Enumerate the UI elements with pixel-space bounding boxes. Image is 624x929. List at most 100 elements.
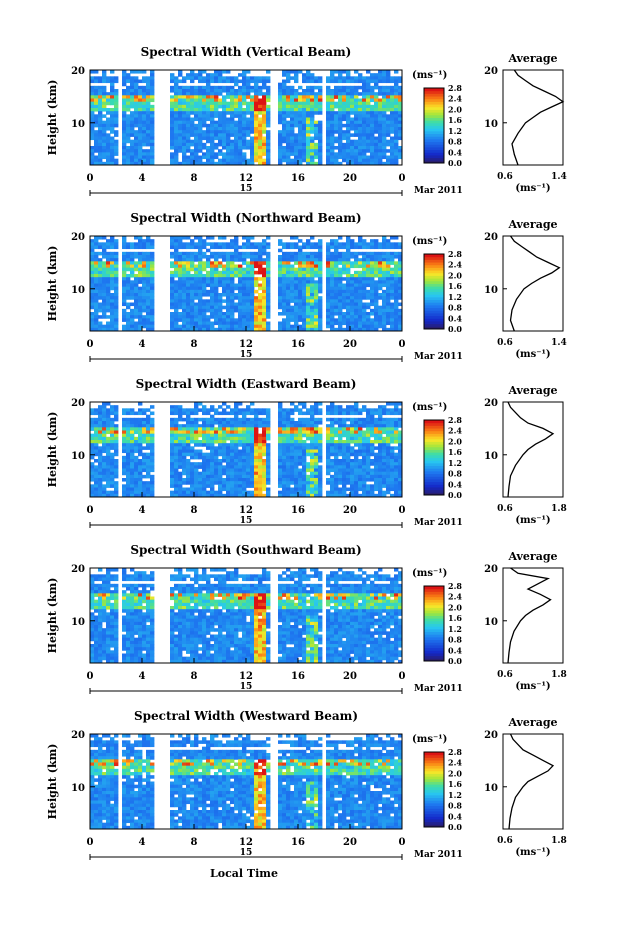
avg-y-tick-label: 10 bbox=[484, 783, 498, 794]
avg-x-tick-label: 0.6 bbox=[497, 504, 513, 514]
colorbar-cell bbox=[424, 468, 444, 472]
colorbar-tick-label: 1.6 bbox=[448, 779, 462, 789]
colorbar-cell bbox=[424, 773, 444, 777]
avg-unit-label: (ms⁻¹) bbox=[515, 349, 550, 360]
colorbar-cell bbox=[424, 422, 444, 426]
colorbar-cell bbox=[424, 639, 444, 643]
colorbar-cell bbox=[424, 262, 444, 266]
average-title: Average bbox=[507, 384, 557, 397]
avg-y-tick-label: 10 bbox=[484, 119, 498, 130]
avg-x-tick-label: 0.6 bbox=[497, 670, 513, 680]
average-profile-line bbox=[507, 401, 555, 498]
colorbar-unit: (ms⁻¹) bbox=[412, 236, 447, 247]
colorbar-tick-label: 0.4 bbox=[448, 147, 462, 157]
colorbar-cell bbox=[424, 307, 444, 311]
colorbar-tick-label: 0.4 bbox=[448, 811, 462, 821]
y-tick-label: 10 bbox=[71, 119, 85, 130]
colorbar-cell bbox=[424, 278, 444, 282]
colorbar-cell bbox=[424, 470, 444, 475]
colorbar-cell bbox=[424, 810, 444, 815]
average-frame bbox=[502, 235, 564, 332]
avg-unit-label: (ms⁻¹) bbox=[515, 847, 550, 858]
colorbar-cell bbox=[424, 752, 444, 756]
date-label: Mar 2011 bbox=[414, 352, 463, 362]
colorbar-cell bbox=[424, 784, 444, 788]
x-tick-label: 4 bbox=[139, 671, 146, 682]
x-tick-label: 0 bbox=[87, 671, 94, 682]
colorbar-cell bbox=[424, 757, 444, 761]
date-label: Mar 2011 bbox=[414, 518, 463, 528]
x-tick-label: 20 bbox=[343, 173, 357, 184]
average-frame bbox=[502, 733, 564, 830]
y-tick-label: 20 bbox=[71, 564, 85, 575]
colorbar-tick-label: 0.4 bbox=[448, 313, 462, 323]
avg-y-tick-label: 10 bbox=[484, 617, 498, 628]
colorbar-cell bbox=[424, 462, 444, 467]
colorbar-cell bbox=[424, 623, 444, 627]
colorbar-cell bbox=[424, 272, 444, 276]
colorbar-cell bbox=[424, 446, 444, 450]
colorbar-tick-label: 2.0 bbox=[448, 104, 462, 114]
colorbar-cell bbox=[424, 818, 444, 823]
colorbar-unit: (ms⁻¹) bbox=[412, 734, 447, 745]
colorbar-cell bbox=[424, 109, 444, 113]
average-profile-line bbox=[508, 733, 555, 830]
colorbar-tick-label: 2.8 bbox=[448, 415, 462, 425]
colorbar-cell bbox=[424, 433, 444, 437]
x-tick-label: 8 bbox=[191, 339, 198, 350]
colorbar-cell bbox=[424, 160, 444, 164]
x-tick-label: 16 bbox=[291, 671, 305, 682]
date-label: Mar 2011 bbox=[414, 684, 463, 694]
colorbar-cell bbox=[424, 326, 444, 330]
average-frame bbox=[502, 567, 564, 664]
day-label: 15 bbox=[240, 516, 253, 526]
colorbar-tick-label: 1.2 bbox=[448, 458, 462, 468]
colorbar-cell bbox=[424, 101, 444, 105]
day-label: 15 bbox=[240, 848, 253, 858]
x-tick-label: 0 bbox=[87, 339, 94, 350]
colorbar-cell bbox=[424, 133, 444, 137]
y-axis-label: Height (km) bbox=[46, 80, 59, 156]
colorbar-cell bbox=[424, 256, 444, 260]
x-tick-label: 8 bbox=[191, 671, 198, 682]
average-profile-line bbox=[507, 567, 552, 664]
colorbar-cell bbox=[424, 626, 444, 630]
colorbar-cell bbox=[424, 800, 444, 804]
colorbar-tick-label: 1.2 bbox=[448, 292, 462, 302]
colorbar-cell bbox=[424, 781, 444, 785]
colorbar-cell bbox=[424, 754, 444, 758]
y-axis-label: Height (km) bbox=[46, 744, 59, 820]
colorbar-frame bbox=[423, 253, 445, 330]
avg-y-tick-label: 20 bbox=[484, 730, 498, 741]
colorbar-tick-label: 1.2 bbox=[448, 126, 462, 136]
colorbar-cell bbox=[424, 768, 444, 772]
colorbar-cell bbox=[424, 120, 444, 124]
colorbar-tick-label: 2.8 bbox=[448, 83, 462, 93]
colorbar-cell bbox=[424, 88, 444, 92]
colorbar-cell bbox=[424, 312, 444, 317]
colorbar-cell bbox=[424, 588, 444, 592]
colorbar-cell bbox=[424, 802, 444, 807]
colorbar-cell bbox=[424, 264, 444, 268]
colorbar-tick-label: 2.4 bbox=[448, 426, 462, 436]
colorbar-cell bbox=[424, 323, 444, 327]
colorbar-tick-label: 0.0 bbox=[448, 158, 462, 168]
heatmap-field bbox=[90, 236, 403, 332]
avg-y-tick-label: 20 bbox=[484, 564, 498, 575]
colorbar-tick-label: 1.6 bbox=[448, 115, 462, 125]
colorbar-cell bbox=[424, 792, 444, 796]
colorbar: 0.00.40.81.21.62.02.42.8 bbox=[423, 581, 462, 666]
x-tick-label: 16 bbox=[291, 173, 305, 184]
y-tick-label: 10 bbox=[71, 783, 85, 794]
colorbar-cell bbox=[424, 438, 444, 442]
colorbar-cell bbox=[424, 157, 444, 161]
colorbar-cell bbox=[424, 141, 444, 145]
x-tick-label: 4 bbox=[139, 173, 146, 184]
colorbar-cell bbox=[424, 430, 444, 434]
colorbar-cell bbox=[424, 104, 444, 108]
x-tick-label: 0 bbox=[87, 173, 94, 184]
avg-x-tick-label: 1.4 bbox=[551, 338, 567, 348]
colorbar-cell bbox=[424, 318, 444, 322]
x-tick-label: 12 bbox=[239, 505, 253, 516]
x-tick-label: 0 bbox=[399, 671, 406, 682]
